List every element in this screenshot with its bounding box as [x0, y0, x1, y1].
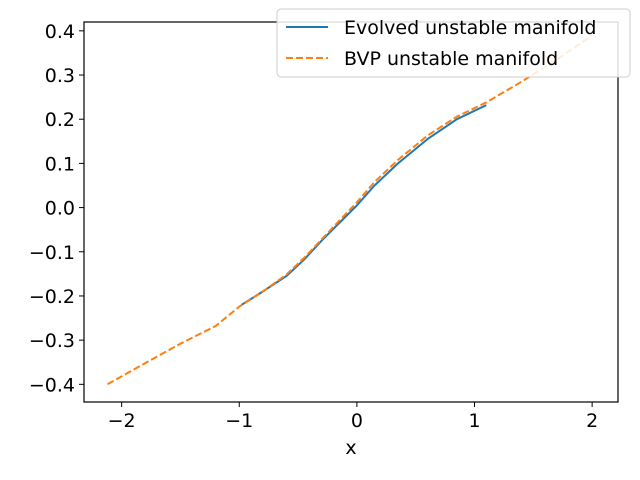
y-tick-label: 0.3	[45, 65, 75, 87]
y-tick-label: 0.4	[45, 21, 75, 43]
plot-area	[107, 34, 593, 386]
axis-ticks: −2 −1 0 1 2 −0.4 −0.3 −0.2 −0.1 0.0 0.1 0.2 0.3 0.4	[29, 21, 598, 432]
series-line-evolved	[241, 104, 487, 306]
x-axis-label: x	[345, 437, 356, 459]
y-tick-label: −0.1	[29, 242, 75, 264]
x-tick-label: 2	[586, 410, 598, 432]
legend-box	[276, 8, 631, 78]
y-tick-label: 0.2	[45, 109, 75, 131]
series-line-bvp	[107, 34, 593, 386]
x-tick-label: 1	[468, 410, 480, 432]
legend-label-bvp: BVP unstable manifold	[344, 48, 558, 70]
y-tick-label: 0.1	[45, 153, 75, 175]
y-tick-label: 0.0	[45, 198, 75, 220]
y-tick-label: −0.2	[29, 286, 75, 308]
legend: Evolved unstable manifold BVP unstable m…	[276, 8, 631, 78]
x-tick-label: −1	[225, 410, 253, 432]
y-tick-label: −0.4	[29, 374, 75, 396]
legend-label-evolved: Evolved unstable manifold	[344, 17, 596, 39]
x-tick-label: −2	[108, 410, 136, 432]
x-tick-label: 0	[351, 410, 363, 432]
y-tick-label: −0.3	[29, 330, 75, 352]
